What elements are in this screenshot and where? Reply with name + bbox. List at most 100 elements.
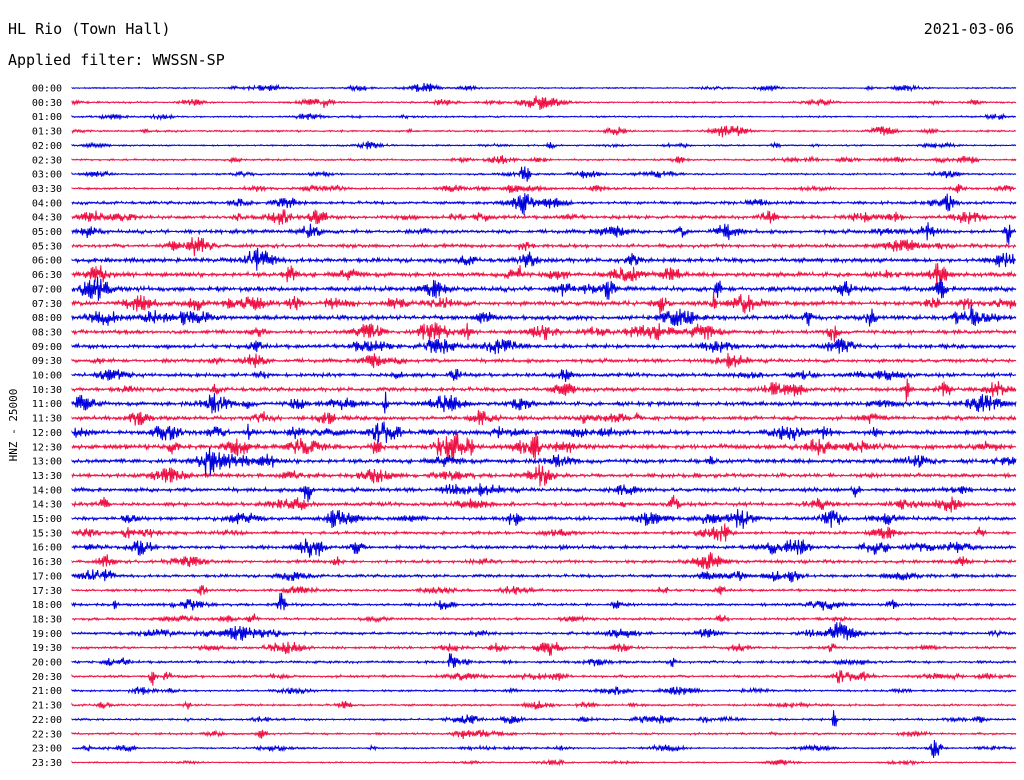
row-time-label: 13:00 bbox=[32, 457, 62, 468]
row-time-label: 20:30 bbox=[32, 672, 62, 683]
filter-label: Applied filter: WWSSN-SP bbox=[8, 51, 225, 69]
row-time-label: 00:00 bbox=[32, 84, 62, 95]
row-time-label: 08:30 bbox=[32, 327, 62, 338]
row-time-label: 09:00 bbox=[32, 342, 62, 353]
trace-line bbox=[71, 509, 1017, 529]
row-time-label: 01:30 bbox=[32, 127, 62, 138]
row-time-label: 02:00 bbox=[32, 141, 62, 152]
row-time-label: 19:30 bbox=[32, 643, 62, 654]
row-time-label: 20:00 bbox=[32, 658, 62, 669]
trace-line bbox=[71, 585, 1017, 596]
row-time-label: 14:00 bbox=[32, 485, 62, 496]
row-time-label: 12:00 bbox=[32, 428, 62, 439]
row-time-label: 15:00 bbox=[32, 514, 62, 525]
row-time-label: 22:00 bbox=[32, 715, 62, 726]
trace-line bbox=[71, 464, 1017, 487]
row-time-label: 08:00 bbox=[32, 313, 62, 324]
trace-line bbox=[71, 95, 1017, 111]
row-time-label: 21:30 bbox=[32, 701, 62, 712]
station-title: HL Rio (Town Hall) bbox=[8, 20, 171, 38]
row-time-label: 05:00 bbox=[32, 227, 62, 238]
trace-line bbox=[71, 410, 1017, 426]
row-time-label: 19:00 bbox=[32, 629, 62, 640]
row-time-label: 03:30 bbox=[32, 184, 62, 195]
row-time-label: 05:30 bbox=[32, 241, 62, 252]
row-time-label: 22:30 bbox=[32, 729, 62, 740]
trace-line bbox=[71, 569, 1017, 583]
row-time-label: 14:30 bbox=[32, 500, 62, 511]
trace-line bbox=[71, 140, 1017, 150]
row-time-label: 18:30 bbox=[32, 614, 62, 625]
trace-line bbox=[71, 669, 1017, 686]
row-time-label: 06:00 bbox=[32, 256, 62, 267]
row-time-label: 13:30 bbox=[32, 471, 62, 482]
row-time-label: 16:00 bbox=[32, 543, 62, 554]
trace-line bbox=[71, 421, 1017, 444]
trace-line bbox=[71, 222, 1017, 245]
trace-line bbox=[71, 432, 1017, 464]
row-time-label: 11:00 bbox=[32, 399, 62, 410]
trace-line bbox=[71, 166, 1017, 182]
trace-line bbox=[71, 613, 1017, 623]
trace-line bbox=[71, 641, 1017, 656]
row-time-label: 09:30 bbox=[32, 356, 62, 367]
trace-line bbox=[71, 710, 1017, 727]
row-time-label: 21:00 bbox=[32, 686, 62, 697]
trace-line bbox=[71, 653, 1017, 668]
trace-line bbox=[71, 352, 1017, 369]
row-time-label: 04:30 bbox=[32, 213, 62, 224]
row-time-label: 07:00 bbox=[32, 284, 62, 295]
trace-line bbox=[71, 523, 1017, 542]
trace-line bbox=[71, 304, 1017, 327]
trace-line bbox=[71, 237, 1017, 257]
trace-line bbox=[71, 155, 1017, 165]
row-time-label: 12:30 bbox=[32, 442, 62, 453]
trace-line bbox=[71, 494, 1017, 513]
trace-line bbox=[71, 125, 1017, 138]
row-time-label: 15:30 bbox=[32, 528, 62, 539]
trace-line bbox=[71, 391, 1017, 414]
trace-line bbox=[71, 552, 1017, 570]
trace-line bbox=[71, 622, 1017, 641]
trace-line bbox=[71, 739, 1017, 758]
trace-line bbox=[71, 538, 1017, 558]
row-time-label: 00:30 bbox=[32, 98, 62, 109]
date-label: 2021-03-06 bbox=[923, 20, 1014, 38]
row-time-label: 11:30 bbox=[32, 414, 62, 425]
row-time-label: 01:00 bbox=[32, 112, 62, 123]
trace-line bbox=[71, 368, 1017, 382]
row-time-label: 07:30 bbox=[32, 299, 62, 310]
row-time-label: 17:30 bbox=[32, 586, 62, 597]
trace-line bbox=[71, 447, 1017, 477]
trace-line bbox=[71, 209, 1017, 226]
trace-line bbox=[71, 758, 1017, 767]
trace-line bbox=[71, 82, 1017, 93]
trace-line bbox=[71, 276, 1017, 301]
y-axis-label: HNZ - 25000 bbox=[7, 389, 20, 462]
row-time-label: 16:30 bbox=[32, 557, 62, 568]
row-time-label: 10:30 bbox=[32, 385, 62, 396]
row-time-label: 03:00 bbox=[32, 170, 62, 181]
trace-line bbox=[71, 183, 1017, 194]
row-time-label: 04:00 bbox=[32, 198, 62, 209]
trace-line bbox=[71, 338, 1017, 355]
row-time-label: 10:00 bbox=[32, 371, 62, 382]
trace-line bbox=[71, 291, 1017, 315]
trace-line bbox=[71, 378, 1017, 402]
row-time-label: 02:30 bbox=[32, 155, 62, 166]
row-time-label: 18:00 bbox=[32, 600, 62, 611]
trace-line bbox=[71, 247, 1017, 271]
trace-line bbox=[71, 729, 1017, 739]
trace-line bbox=[71, 193, 1017, 216]
trace-line bbox=[71, 322, 1017, 344]
row-time-label: 23:00 bbox=[32, 744, 62, 755]
trace-line bbox=[71, 112, 1017, 122]
trace-line bbox=[71, 686, 1017, 696]
trace-line bbox=[71, 700, 1017, 710]
trace-line bbox=[71, 483, 1017, 503]
trace-line bbox=[71, 592, 1017, 611]
trace-line bbox=[71, 263, 1017, 289]
row-time-label: 17:00 bbox=[32, 571, 62, 582]
row-time-label: 06:30 bbox=[32, 270, 62, 281]
